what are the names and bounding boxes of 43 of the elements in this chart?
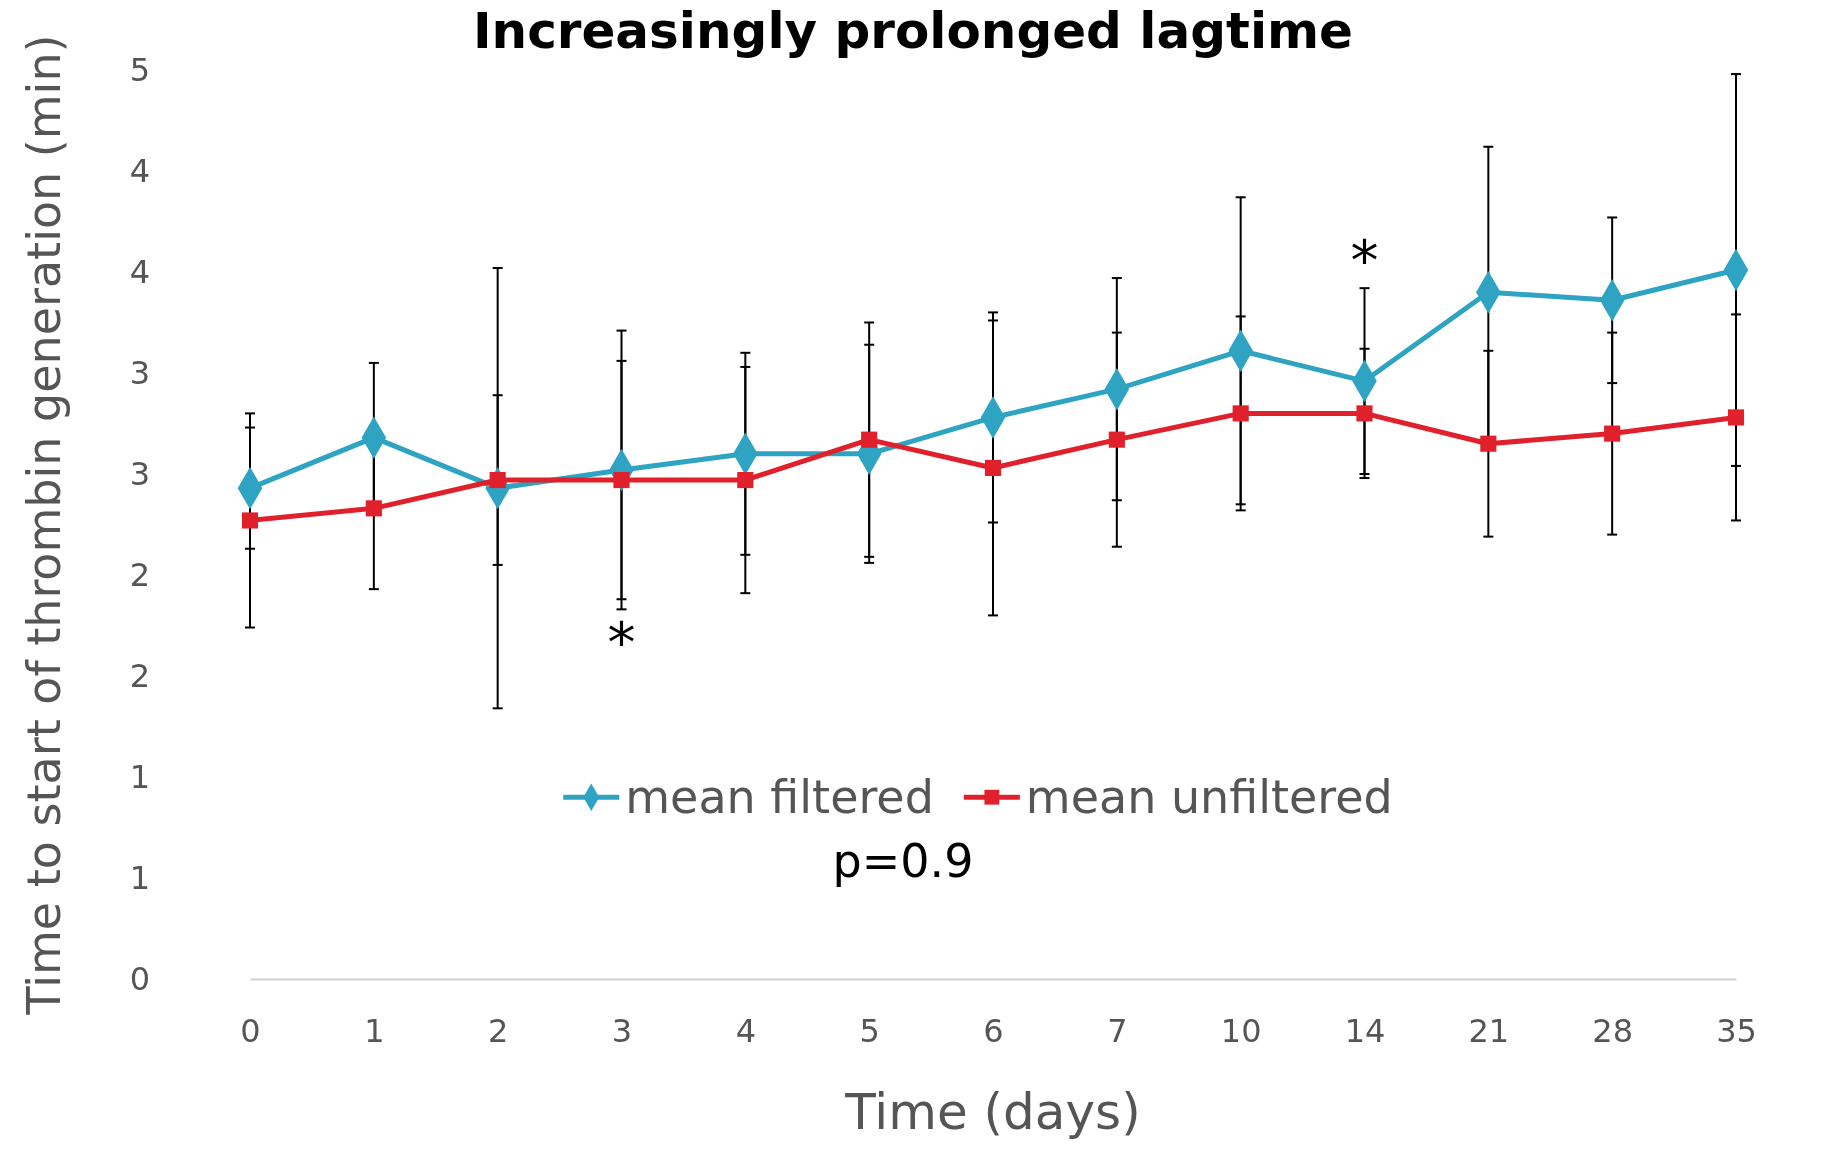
x-tick-label: 7 <box>1107 1011 1128 1050</box>
point <box>241 512 259 529</box>
x-tick-label: 0 <box>240 1011 261 1050</box>
annotation: p=0.9 <box>832 834 974 889</box>
y-tick-label: 1 <box>129 757 150 796</box>
chart-title: Increasingly prolonged lagtime <box>472 2 1354 60</box>
point <box>1232 405 1249 422</box>
point <box>1480 435 1497 452</box>
y-tick-label: 1 <box>129 858 150 897</box>
y-tick-label: 0 <box>129 959 150 998</box>
y-tick-label: 5 <box>129 50 150 89</box>
y-tick-label: 2 <box>129 555 150 594</box>
x-tick-label: 14 <box>1344 1011 1386 1050</box>
point <box>1108 431 1125 448</box>
y-tick-label: 4 <box>129 151 150 190</box>
x-tick-label: 35 <box>1716 1011 1757 1050</box>
legend-label: mean filtered <box>625 770 934 825</box>
annotation: * <box>607 609 636 675</box>
y-tick-label: 3 <box>129 454 150 493</box>
y-tick-label: 3 <box>129 353 150 392</box>
annotation: * <box>1350 227 1379 293</box>
point <box>1727 409 1745 426</box>
legend-label: mean unfiltered <box>1025 770 1393 825</box>
point <box>613 472 630 489</box>
point <box>1356 405 1373 422</box>
point <box>861 431 878 448</box>
x-axis-title: Time (days) <box>844 1083 1141 1141</box>
point <box>365 500 382 517</box>
x-tick-label: 4 <box>735 1011 757 1050</box>
x-tick-label: 28 <box>1592 1011 1634 1050</box>
x-tick-label: 5 <box>859 1011 880 1050</box>
x-tick-label: 21 <box>1468 1011 1510 1050</box>
y-tick-label: 4 <box>129 252 150 291</box>
x-tick-label: 3 <box>611 1011 633 1050</box>
x-tick-label: 6 <box>983 1011 1004 1050</box>
x-tick-label: 1 <box>364 1011 385 1050</box>
y-axis-title: Time to start of thrombin generation (min) <box>17 34 71 1016</box>
y-tick-label: 2 <box>129 656 150 695</box>
point <box>1604 425 1621 442</box>
point <box>984 459 1002 476</box>
x-tick-label: 2 <box>487 1011 509 1050</box>
point <box>737 472 754 489</box>
x-tick-label: 10 <box>1220 1011 1262 1050</box>
